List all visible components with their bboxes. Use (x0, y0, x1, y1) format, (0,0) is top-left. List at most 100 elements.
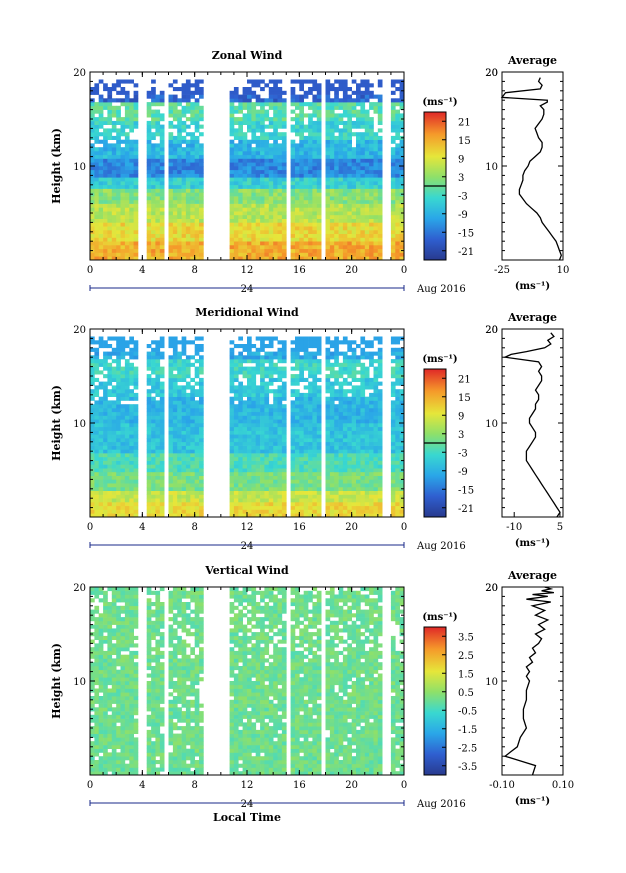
heatmap-cell (242, 355, 248, 360)
heatmap-cell (312, 226, 318, 231)
heatmap-cell (233, 505, 239, 510)
heatmap-cell (194, 460, 200, 465)
heatmap-cell (334, 340, 339, 345)
heatmap-cell (94, 196, 100, 201)
heatmap-cell (133, 181, 139, 186)
heatmap-cell (281, 211, 287, 216)
heatmap-cell (111, 419, 117, 424)
heatmap-cell (168, 181, 174, 186)
heatmap-cell (277, 460, 283, 465)
heatmap-cell (146, 229, 152, 234)
heatmap-cell (277, 214, 283, 219)
heatmap-cell (277, 113, 283, 118)
heatmap-cell (229, 479, 235, 484)
heatmap-cell (98, 207, 104, 212)
heatmap-cell (90, 256, 95, 261)
heatmap-cell (151, 494, 156, 499)
heatmap-cell (281, 453, 287, 458)
heatmap-cell (133, 237, 139, 242)
heatmap-cell (155, 132, 161, 137)
heatmap-cell (103, 415, 108, 420)
heatmap-cell (233, 464, 239, 469)
heatmap-cell (299, 162, 304, 167)
heatmap-cell (242, 479, 248, 484)
heatmap-cell (260, 177, 265, 182)
heatmap-cell (181, 389, 187, 394)
heatmap-cell (155, 449, 161, 454)
heatmap-cell (107, 233, 113, 238)
heatmap-cell (116, 237, 121, 242)
heatmap-cell (351, 404, 357, 409)
heatmap-cell (308, 362, 313, 367)
heatmap-cell (233, 411, 239, 416)
heatmap-cell (281, 370, 287, 375)
heatmap-cell (185, 181, 191, 186)
heatmap-cell (347, 400, 352, 405)
heatmap-cell (185, 411, 191, 416)
heatmap-cell (360, 188, 366, 193)
heatmap-cell (242, 184, 248, 189)
heatmap-cell (94, 498, 100, 503)
heatmap-cell (94, 430, 100, 435)
heatmap-cell (103, 434, 108, 439)
heatmap-cell (111, 445, 117, 450)
heatmap-cell (273, 505, 278, 510)
heatmap-cell (190, 483, 195, 488)
heatmap-cell (177, 248, 182, 253)
heatmap-cell (233, 237, 239, 242)
heatmap-cell (229, 120, 235, 125)
heatmap-cell (146, 105, 152, 110)
heatmap-cell (94, 355, 100, 360)
heatmap-cell (177, 486, 182, 491)
heatmap-cell (229, 351, 235, 356)
heatmap-cell (146, 505, 152, 510)
colorbar-tick-label: 3 (458, 173, 464, 184)
heatmap-cell (94, 347, 100, 352)
heatmap-cell (338, 184, 344, 189)
heatmap-cell (390, 135, 396, 140)
heatmap-cell (120, 252, 126, 257)
heatmap-cell (181, 377, 187, 382)
heatmap-cell (98, 105, 104, 110)
heatmap-cell (116, 98, 121, 103)
heatmap-cell (268, 87, 274, 92)
heatmap-cell (177, 389, 182, 394)
heatmap-cell (194, 79, 200, 84)
heatmap-cell (351, 229, 357, 234)
heatmap-cell (103, 449, 108, 454)
heatmap-cell (251, 166, 257, 171)
heatmap-cell (255, 211, 261, 216)
heatmap-cell (133, 154, 139, 159)
heatmap-cell (308, 355, 313, 360)
heatmap-cell (334, 199, 339, 204)
heatmap-cell (268, 366, 274, 371)
heatmap-cell (98, 79, 104, 84)
heatmap-cell (277, 154, 283, 159)
heatmap-cell (159, 392, 165, 397)
heatmap-cell (290, 471, 296, 476)
heatmap-cell (395, 252, 400, 257)
heatmap-cell (242, 132, 248, 137)
heatmap-cell (312, 513, 318, 518)
heatmap-cell (98, 404, 104, 409)
heatmap-cell (342, 105, 348, 110)
heatmap-cell (98, 411, 104, 416)
heatmap-cell (255, 426, 261, 431)
heatmap-cell (277, 411, 283, 416)
heatmap-cell (351, 109, 357, 114)
heatmap-cell (351, 411, 357, 416)
heatmap-cell (238, 438, 243, 443)
heatmap-cell (316, 128, 322, 133)
heatmap-cell (369, 248, 374, 253)
heatmap-cell (233, 486, 239, 491)
heatmap-cell (295, 162, 300, 167)
heatmap-cell (273, 143, 278, 148)
heatmap-cell (172, 143, 178, 148)
heatmap-cell (303, 211, 309, 216)
heatmap-cell (194, 105, 200, 110)
heatmap-cell (172, 479, 178, 484)
heatmap-cell (295, 471, 300, 476)
heatmap-cell (260, 245, 265, 250)
heatmap-cell (325, 229, 331, 234)
